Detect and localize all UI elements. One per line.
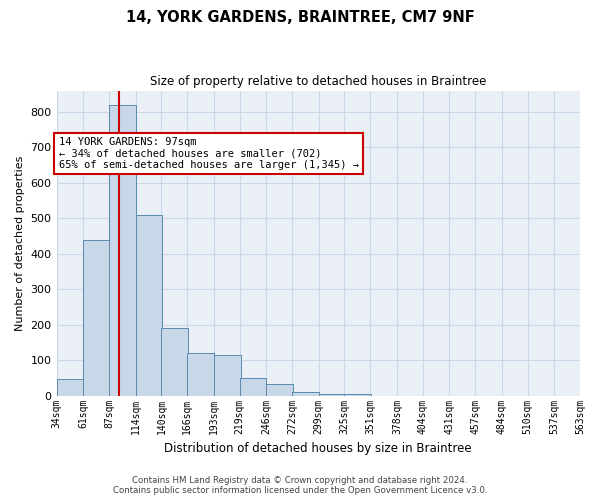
Y-axis label: Number of detached properties: Number of detached properties — [15, 156, 25, 331]
Bar — [239, 378, 266, 396]
Bar — [344, 394, 371, 396]
Bar — [319, 394, 346, 396]
X-axis label: Distribution of detached houses by size in Braintree: Distribution of detached houses by size … — [164, 442, 472, 455]
Bar — [266, 384, 293, 396]
Bar — [56, 379, 83, 396]
Bar — [161, 328, 188, 396]
Bar — [187, 353, 214, 396]
Bar — [292, 392, 319, 396]
Text: 14 YORK GARDENS: 97sqm
← 34% of detached houses are smaller (702)
65% of semi-de: 14 YORK GARDENS: 97sqm ← 34% of detached… — [59, 136, 359, 170]
Title: Size of property relative to detached houses in Braintree: Size of property relative to detached ho… — [150, 75, 487, 88]
Text: 14, YORK GARDENS, BRAINTREE, CM7 9NF: 14, YORK GARDENS, BRAINTREE, CM7 9NF — [125, 10, 475, 25]
Text: Contains HM Land Registry data © Crown copyright and database right 2024.
Contai: Contains HM Land Registry data © Crown c… — [113, 476, 487, 495]
Bar — [109, 104, 136, 396]
Bar — [214, 355, 241, 396]
Bar — [136, 214, 163, 396]
Bar — [83, 240, 110, 396]
